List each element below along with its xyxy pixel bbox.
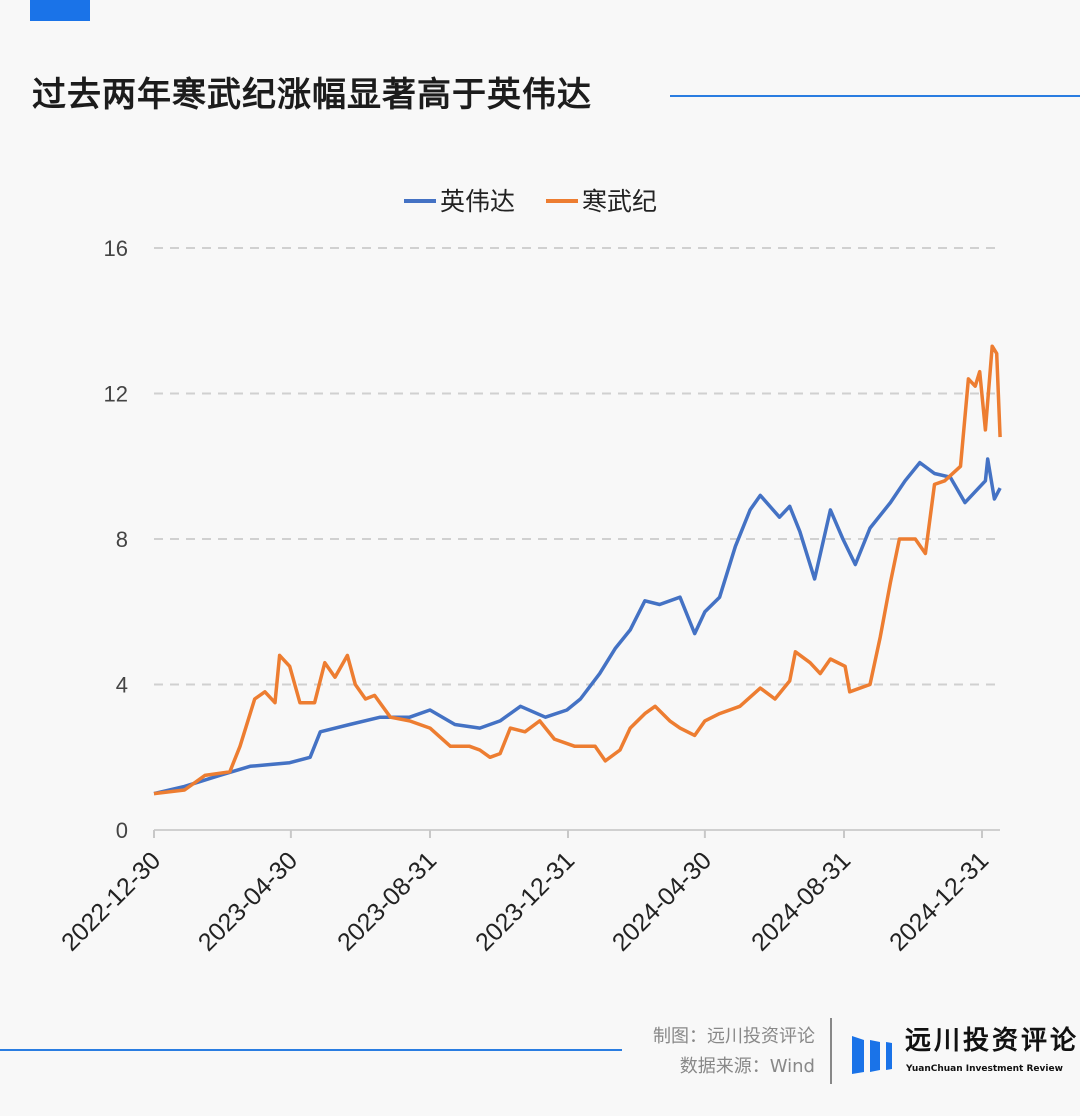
footer-divider (0, 1049, 622, 1051)
chart-credit: 制图：远川投资评论 (653, 1026, 815, 1047)
data-source: 数据来源：Wind (679, 1056, 815, 1077)
series-line-nvidia (153, 457, 1002, 796)
y-tick-label: 12 (104, 382, 128, 407)
page-title: 过去两年寒武纪涨幅显著高于英伟达 (32, 75, 592, 115)
series-line-cambricon (153, 344, 1002, 796)
x-tick-label: 2024-12-31 (884, 846, 994, 956)
y-tick-label: 4 (116, 673, 128, 698)
x-tick-label: 2023-12-31 (470, 846, 580, 956)
legend-label: 英伟达 (440, 187, 515, 216)
y-tick-label: 0 (116, 818, 128, 843)
logo-bars-icon (852, 1036, 892, 1074)
x-tick-label: 2023-08-31 (332, 846, 442, 956)
logo-text-cn: 远川投资评论 (905, 1026, 1080, 1056)
logo-text-en: YuanChuan Investment Review (906, 1064, 1063, 1074)
x-tick-label: 2024-04-30 (607, 846, 717, 956)
y-tick-label: 16 (104, 236, 128, 261)
x-tick-label: 2023-04-30 (193, 846, 303, 956)
footer-separator (830, 1018, 832, 1084)
x-tick-label: 2022-12-30 (56, 846, 166, 956)
top-accent-bar (30, 0, 90, 21)
line-chart: 0 4 8 12 16 2022-12-30 2023-04-30 2023-08-31 202… (56, 187, 1002, 957)
credits: 制图：远川投资评论 数据来源：Wind (653, 1022, 815, 1082)
legend-label: 寒武纪 (582, 187, 657, 216)
y-tick-label: 8 (116, 527, 128, 552)
title-divider (670, 95, 1080, 97)
x-tick-label: 2024-08-31 (746, 846, 856, 956)
